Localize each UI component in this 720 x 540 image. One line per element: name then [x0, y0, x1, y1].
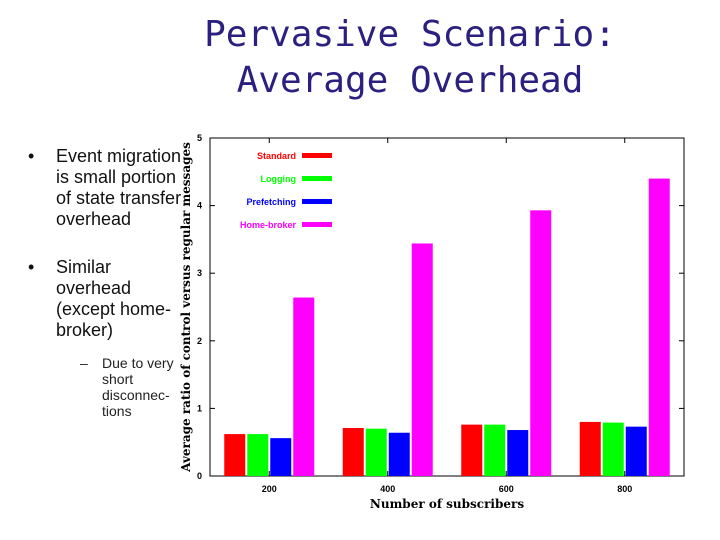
bar-logging-600 [484, 424, 506, 476]
legend-label-home-broker: Home-broker [240, 220, 297, 230]
bar-standard-800 [579, 421, 601, 476]
bullet-text: Similar overhead (except home-broker) [56, 257, 172, 340]
legend-swatch-prefetching [302, 199, 332, 204]
bullet-marker: • [28, 146, 35, 166]
chart-axes: 0 1 2 3 4 5 200 400 600 800 [197, 133, 685, 494]
x-tick-label: 200 [262, 484, 277, 494]
bullet-text: Event migration is small portion of stat… [56, 146, 182, 229]
legend-swatch-standard [302, 153, 332, 158]
y-tick-label: 2 [197, 336, 202, 346]
bar-logging-200 [247, 434, 269, 476]
chart-legend: Standard Logging Prefetching Home-broker [240, 151, 332, 230]
bar-logging-400 [365, 428, 387, 476]
bullet-event-migration: • Event migration is small portion of st… [28, 146, 188, 230]
bar-standard-400 [342, 428, 364, 476]
bar-logging-800 [602, 422, 624, 476]
y-tick-label: 1 [197, 403, 202, 413]
bar-home-broker-600 [530, 210, 552, 476]
bar-home-broker-200 [293, 297, 315, 476]
y-tick-label: 3 [197, 268, 202, 278]
bar-standard-600 [461, 424, 483, 476]
sub-bullet-marker: – [80, 355, 88, 371]
legend-label-standard: Standard [257, 151, 296, 161]
plot-frame [209, 137, 685, 477]
chart-bars [224, 178, 670, 476]
x-axis-title: Number of subscribers [370, 497, 524, 511]
legend-label-logging: Logging [261, 174, 297, 184]
bar-prefetching-200 [270, 438, 292, 476]
sub-bullet-text: Due to very short disconnec- tions [102, 355, 174, 419]
bar-standard-200 [224, 434, 246, 476]
y-tick-label: 5 [197, 133, 202, 143]
sub-bullet-short-disconnections: – Due to very short disconnec- tions [80, 355, 188, 419]
bar-prefetching-800 [625, 426, 647, 476]
legend-swatch-home-broker [302, 222, 332, 227]
x-tick-label: 400 [380, 484, 395, 494]
title-line-1: Pervasive Scenario: [204, 14, 616, 55]
bullet-marker: • [28, 257, 35, 277]
legend-swatch-logging [302, 176, 332, 181]
bar-chart: 0 1 2 3 4 5 200 400 600 800 Standard Logging Prefet… [179, 133, 685, 511]
y-tick-label: 4 [197, 201, 202, 211]
bullet-list: • Event migration is small portion of st… [28, 146, 188, 446]
y-tick-label: 0 [197, 471, 202, 481]
bar-prefetching-400 [388, 432, 410, 476]
x-tick-label: 600 [499, 484, 514, 494]
title-line-2: Average Overhead [236, 60, 584, 101]
legend-label-prefetching: Prefetching [246, 197, 296, 207]
bar-prefetching-600 [507, 430, 529, 476]
y-axis-title: Average ratio of control versus regular … [179, 142, 193, 473]
bar-home-broker-800 [648, 178, 670, 476]
bullet-similar-overhead: • Similar overhead (except home-broker) … [28, 257, 188, 419]
bar-home-broker-400 [411, 243, 433, 476]
slide-title: Pervasive Scenario: Average Overhead [150, 12, 670, 104]
x-tick-label: 800 [617, 484, 632, 494]
